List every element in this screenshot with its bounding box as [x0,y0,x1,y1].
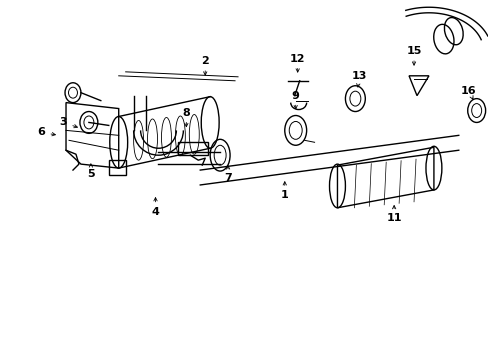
Text: 11: 11 [386,213,401,223]
Text: 4: 4 [151,207,159,217]
Text: 12: 12 [289,54,305,64]
Text: 15: 15 [406,46,421,56]
Text: 6: 6 [37,127,45,138]
Text: 3: 3 [59,117,67,127]
Text: 7: 7 [224,173,231,183]
Text: 1: 1 [280,190,288,200]
Text: 16: 16 [460,86,476,96]
Text: 13: 13 [351,71,366,81]
Text: 9: 9 [291,91,299,101]
Text: 8: 8 [182,108,190,117]
Text: 5: 5 [87,169,95,179]
Text: 2: 2 [201,56,209,66]
